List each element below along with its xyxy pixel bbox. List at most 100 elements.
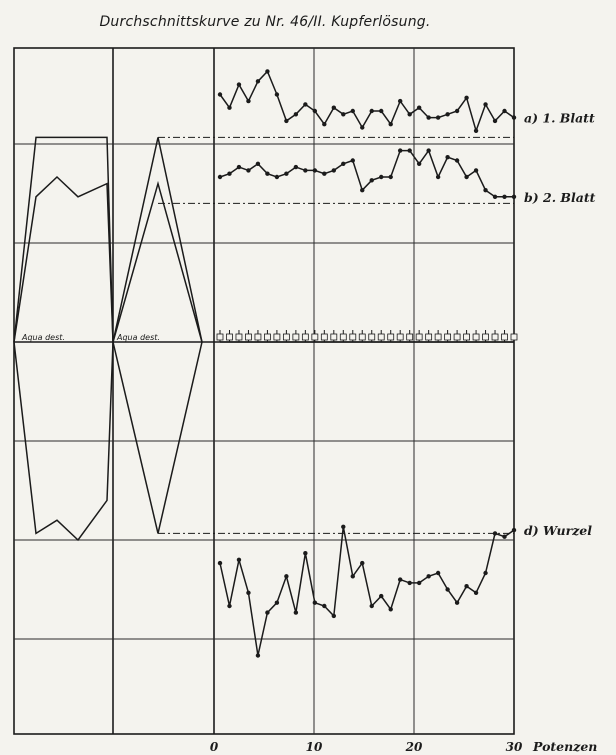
data-point-a-1-blatt [341,112,346,117]
data-point-b-2-blatt [445,155,450,160]
data-point-b-2-blatt [473,168,479,173]
data-point-b-2-blatt [502,194,507,199]
data-point-d-wurzel [369,603,374,609]
aqua-glyph [311,333,319,341]
data-point-b-2-blatt [454,158,460,163]
x-tick-label: 20 [405,740,423,754]
chart-title: Durchschnittskurve zu Nr. 46/II. Kupferl… [99,14,431,30]
aqua-glyph [254,333,262,341]
data-point-a-1-blatt [511,115,517,120]
data-point-d-wurzel [312,600,318,605]
data-point-b-2-blatt [274,174,280,180]
data-point-b-2-blatt [511,194,517,199]
data-point-a-1-blatt [426,115,431,120]
aqua-glyph [472,333,480,341]
data-point-b-2-blatt [284,171,289,176]
aqua-glyph [377,333,385,341]
data-point-a-1-blatt [435,115,441,120]
data-point-a-1-blatt [246,98,251,104]
data-point-b-2-blatt [360,188,365,193]
aqua-glyph [482,333,489,341]
chart-text: 0 10 20 30 Potenzen a) 1. Blatt b) 2. Blatt d) … [21,111,597,754]
series-line-a-1-blatt [219,70,515,134]
data-point-b-2-blatt [426,148,431,153]
data-point-b-2-blatt [369,178,374,183]
control-label: Aqua dest. [21,333,65,342]
aqua-glyph [216,333,224,341]
aqua-glyph [301,333,309,341]
data-point-d-wurzel [265,610,270,615]
data-point-b-2-blatt [255,161,261,166]
aqua-glyph [434,333,442,341]
data-point-a-1-blatt [397,98,403,104]
data-point-a-1-blatt [464,95,469,101]
data-point-d-wurzel [274,600,280,605]
data-point-a-1-blatt [322,122,327,127]
data-point-d-wurzel [227,603,232,609]
data-point-d-wurzel [464,584,469,589]
aqua-glyph [425,333,433,341]
data-point-b-2-blatt [227,171,232,176]
series-points [216,69,518,658]
aqua-glyph [396,333,404,341]
data-point-a-1-blatt [407,112,412,117]
aqua-glyph [330,333,338,341]
data-point-b-2-blatt [388,174,393,180]
aqua-glyph [406,333,414,341]
data-point-b-2-blatt [350,158,355,163]
data-point-a-1-blatt [416,105,422,110]
data-point-d-wurzel [350,574,355,579]
transition-line-a-1-blatt [112,137,203,343]
aqua-glyph [282,333,290,341]
data-point-b-2-blatt [322,171,327,176]
data-point-d-wurzel [388,607,393,612]
data-point-a-1-blatt [369,108,374,114]
data-point-b-2-blatt [341,161,346,166]
aqua-glyph [339,333,347,341]
control-label: Aqua dest. [116,333,160,342]
data-point-a-1-blatt [483,102,488,107]
chart-frame [13,47,515,735]
control-line-d-wurzel [13,341,114,542]
data-point-d-wurzel [293,610,299,615]
aqua-glyph [349,333,357,341]
series-line-d-wurzel [219,526,515,656]
data-point-a-1-blatt [255,79,261,84]
aqua-glyph [387,333,395,341]
data-point-b-2-blatt [416,161,422,166]
data-point-a-1-blatt [473,128,479,133]
aqua-glyph [292,333,300,341]
data-point-b-2-blatt [331,168,337,173]
data-point-d-wurzel [397,577,403,582]
aqua-glyph [510,333,518,341]
data-point-a-1-blatt [217,92,223,97]
x-axis-label: Potenzen [532,739,597,754]
aqua-glyph [245,333,252,341]
grid [14,48,514,734]
data-point-a-1-blatt [331,105,337,110]
data-point-b-2-blatt [379,174,384,180]
data-point-d-wurzel [331,613,337,619]
aqua-glyph [226,333,233,341]
data-point-d-wurzel [255,653,261,658]
series-label-b-2-blatt: b) 2. Blatt [524,190,596,205]
data-point-a-1-blatt [360,125,365,130]
data-point-b-2-blatt [236,164,242,170]
data-point-d-wurzel [492,531,498,536]
series-label-a-1-blatt: a) 1. Blatt [524,111,595,126]
data-point-a-1-blatt [293,112,299,117]
data-point-a-1-blatt [379,108,384,114]
transition-line-b-2-blatt [112,180,203,343]
data-point-d-wurzel [454,600,460,605]
x-tick-label: 30 [506,740,523,754]
series-line-b-2-blatt [219,149,514,198]
series-lines [13,70,515,656]
data-point-d-wurzel [284,574,289,579]
data-point-d-wurzel [473,590,479,595]
data-point-d-wurzel [360,560,365,566]
aqua-glyph [491,333,499,341]
data-point-a-1-blatt [350,108,355,114]
data-point-b-2-blatt [265,171,270,176]
data-point-a-1-blatt [284,118,289,124]
